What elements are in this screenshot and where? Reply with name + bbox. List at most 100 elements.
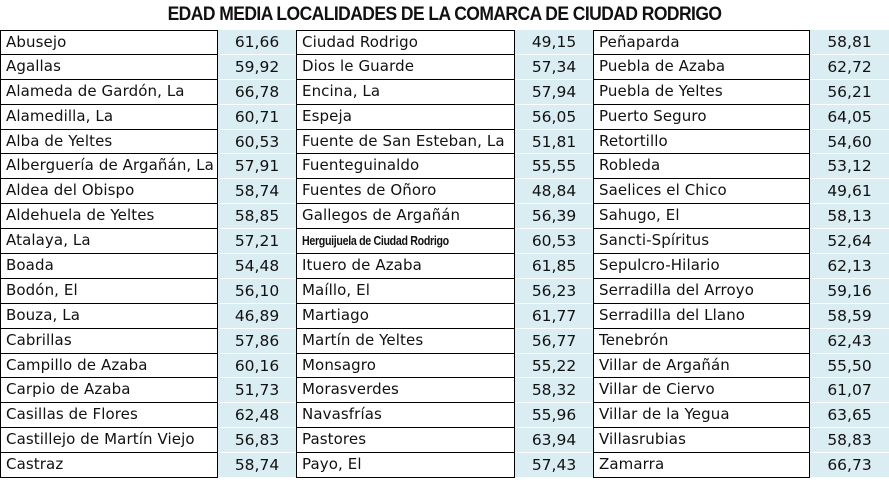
locality-name: Fuenteguinaldo xyxy=(302,156,420,175)
locality-name-cell: Dios le Guarde xyxy=(296,54,515,80)
average-age-cell: 60,16 xyxy=(218,353,296,379)
locality-name-cell: Peñaparda xyxy=(593,30,810,55)
locality-name-cell: Sahugo, El xyxy=(593,204,810,230)
average-age-cell: 53,12 xyxy=(810,154,889,180)
data-table: Abusejo 61,66 Agallas 59,92 Alameda de Gardó… xyxy=(0,30,889,479)
average-age-cell: 54,60 xyxy=(810,129,889,155)
locality-name: Monsagro xyxy=(302,355,376,374)
locality-name-cell: Aldehuela de Yeltes xyxy=(0,204,218,230)
locality-name-cell: Monsagro xyxy=(296,353,515,379)
table-row: Puebla de Yeltes 56,21 xyxy=(593,79,889,105)
table-row: Aldea del Obispo 58,74 xyxy=(0,179,296,205)
locality-name: Espeja xyxy=(302,106,353,125)
locality-name: Robleda xyxy=(599,156,661,175)
locality-name-cell: Pastores xyxy=(296,428,515,454)
average-age-cell: 58,74 xyxy=(218,179,296,205)
locality-name-cell: Boada xyxy=(0,254,218,279)
average-age-cell: 46,89 xyxy=(218,303,296,329)
table-row: Fuenteguinaldo 55,55 xyxy=(296,154,593,180)
locality-name: Puerto Seguro xyxy=(599,106,707,125)
average-age-cell: 61,66 xyxy=(218,30,296,55)
average-age-cell: 62,13 xyxy=(810,254,889,279)
table-row: Casillas de Flores 62,48 xyxy=(0,403,296,429)
average-age-cell: 61,07 xyxy=(810,378,889,404)
locality-name: Bouza, La xyxy=(6,305,81,324)
average-age-cell: 51,73 xyxy=(218,378,296,404)
locality-name: Tenebrón xyxy=(599,330,669,349)
average-age-cell: 51,81 xyxy=(515,129,593,155)
average-age-cell: 62,72 xyxy=(810,54,889,80)
locality-name: Villasrubias xyxy=(599,430,687,449)
locality-name: Aldehuela de Yeltes xyxy=(6,206,155,225)
locality-name-cell: Saelices el Chico xyxy=(593,179,810,205)
locality-name: Villar de Argañán xyxy=(599,355,730,374)
locality-name: Peñaparda xyxy=(599,33,680,51)
locality-name-cell: Abusejo xyxy=(0,30,218,55)
table-row: Bodón, El 56,10 xyxy=(0,278,296,304)
table-row: Maíllo, El 56,23 xyxy=(296,278,593,304)
average-age-cell: 56,83 xyxy=(218,428,296,454)
locality-name-cell: Alberguería de Argañán, La xyxy=(0,154,218,180)
locality-name-cell: Gallegos de Argañán xyxy=(296,204,515,230)
average-age-cell: 58,32 xyxy=(515,378,593,404)
table-row: Castraz 58,74 xyxy=(0,453,296,479)
table-column-group-3: Peñaparda 58,81 Puebla de Azaba 62,72 Puebla… xyxy=(593,30,889,479)
locality-name-cell: Martiago xyxy=(296,303,515,329)
table-row: Puebla de Azaba 62,72 xyxy=(593,54,889,80)
locality-name-cell: Serradilla del Llano xyxy=(593,303,810,329)
table-row: Zamarra 66,73 xyxy=(593,453,889,479)
locality-name-cell: Carpio de Azaba xyxy=(0,378,218,404)
locality-name-cell: Fuente de San Esteban, La xyxy=(296,129,515,155)
locality-name-cell: Robleda xyxy=(593,154,810,180)
table-column-group-2: Ciudad Rodrigo 49,15 Dios le Guarde 57,34 En… xyxy=(296,30,593,479)
locality-name: Abusejo xyxy=(6,33,67,51)
average-age-cell: 60,53 xyxy=(515,229,593,255)
average-age-cell: 56,39 xyxy=(515,204,593,230)
locality-name-cell: Villar de la Yegua xyxy=(593,403,810,429)
locality-name: Cabrillas xyxy=(6,330,72,349)
locality-name-cell: Ituero de Azaba xyxy=(296,254,515,279)
table-row: Retortillo 54,60 xyxy=(593,129,889,155)
average-age-cell: 61,77 xyxy=(515,303,593,329)
average-age-cell: 58,13 xyxy=(810,204,889,230)
table-row: Villasrubias 58,83 xyxy=(593,428,889,454)
table-row: Martiago 61,77 xyxy=(296,303,593,329)
locality-name-cell: Fuenteguinaldo xyxy=(296,154,515,180)
locality-name: Bodón, El xyxy=(6,280,78,299)
average-age-cell: 57,43 xyxy=(515,453,593,479)
table-row: Sahugo, El 58,13 xyxy=(593,204,889,230)
average-age-cell: 63,94 xyxy=(515,428,593,454)
locality-name: Maíllo, El xyxy=(302,280,370,299)
locality-name: Atalaya, La xyxy=(6,231,91,250)
average-age-cell: 57,86 xyxy=(218,328,296,354)
locality-name-cell: Aldea del Obispo xyxy=(0,179,218,205)
average-age-cell: 62,43 xyxy=(810,328,889,354)
locality-name-cell: Alamedilla, La xyxy=(0,104,218,130)
locality-name-cell: Puebla de Azaba xyxy=(593,54,810,80)
average-age-cell: 57,34 xyxy=(515,54,593,80)
table-row: Espeja 56,05 xyxy=(296,104,593,130)
locality-name-cell: Morasverdes xyxy=(296,378,515,404)
locality-name: Castillejo de Martín Viejo xyxy=(6,430,195,449)
table-row: Robleda 53,12 xyxy=(593,154,889,180)
locality-name-cell: Sancti-Spíritus xyxy=(593,229,810,255)
average-age-cell: 54,48 xyxy=(218,254,296,279)
average-age-cell: 62,48 xyxy=(218,403,296,429)
locality-name: Ituero de Azaba xyxy=(302,256,422,275)
average-age-cell: 56,23 xyxy=(515,278,593,304)
average-age-cell: 57,91 xyxy=(218,154,296,180)
locality-name: Alba de Yeltes xyxy=(6,131,113,150)
locality-name: Agallas xyxy=(6,56,62,75)
locality-name: Morasverdes xyxy=(302,380,399,399)
locality-name: Martiago xyxy=(302,305,370,324)
table-row: Castillejo de Martín Viejo 56,83 xyxy=(0,428,296,454)
locality-name-cell: Encina, La xyxy=(296,79,515,105)
table-row: Aldehuela de Yeltes 58,85 xyxy=(0,204,296,230)
locality-name-cell: Cabrillas xyxy=(0,328,218,354)
locality-name: Sancti-Spíritus xyxy=(599,231,710,250)
table-row: Payo, El 57,43 xyxy=(296,453,593,479)
locality-name-cell: Casillas de Flores xyxy=(0,403,218,429)
locality-name-cell: Atalaya, La xyxy=(0,229,218,255)
average-age-cell: 49,15 xyxy=(515,30,593,55)
locality-name-cell: Bouza, La xyxy=(0,303,218,329)
